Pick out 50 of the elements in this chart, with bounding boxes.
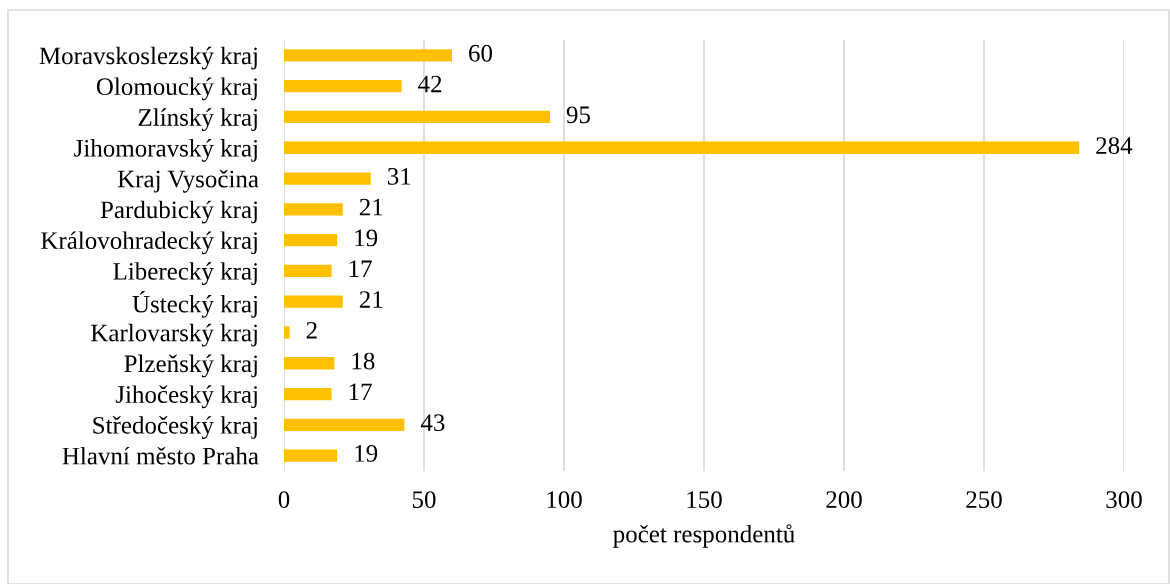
y-tick-label: Hlavní město Praha [62, 446, 259, 465]
bar [284, 357, 335, 370]
data-label: 2 [306, 321, 317, 339]
y-tick-label: Zlínský kraj [138, 108, 257, 132]
bar [284, 110, 550, 124]
y-tick-label: Kraj Vysočina [117, 169, 259, 193]
data-label: 17 [349, 260, 372, 277]
data-label: 42 [418, 75, 442, 93]
bar [284, 80, 402, 93]
bar [284, 449, 338, 462]
x-tick-label: 0 [278, 491, 290, 509]
x-tick-label: 250 [966, 491, 1002, 509]
x-tick-label: 200 [826, 491, 862, 509]
y-tick-label: Pardubický kraj [100, 200, 257, 224]
y-tick-label: Královohradecký kraj [41, 231, 257, 255]
y-tick-label: Ústecký kraj [132, 290, 257, 318]
y-tick-label: Moravskoslezský kraj [39, 46, 257, 70]
x-tick-label: 150 [687, 491, 722, 509]
data-label: 21 [359, 291, 383, 308]
data-label: 21 [359, 198, 383, 216]
y-tick-label: Jihočeský kraj [115, 385, 257, 409]
bar [284, 141, 1080, 154]
data-label: 17 [349, 383, 372, 401]
y-tick-label: Středočeský kraj [93, 416, 257, 439]
y-tick-label: Jihomoravský kraj [74, 139, 257, 162]
data-label: 31 [387, 167, 411, 185]
y-tick-label: Liberecký kraj [113, 262, 257, 285]
x-tick-label: 50 [412, 491, 436, 509]
bar [284, 49, 452, 62]
bar [284, 172, 371, 185]
x-tick-label: 100 [547, 491, 582, 509]
bar [284, 326, 290, 339]
data-label: 284 [1096, 137, 1133, 155]
bar [284, 203, 343, 216]
bar [284, 387, 332, 401]
data-label: 43 [420, 414, 445, 432]
bar [284, 295, 343, 308]
bar [284, 233, 338, 247]
bar [284, 418, 405, 431]
data-label: 18 [352, 352, 375, 370]
x-axis-title: počet respondentů [613, 524, 795, 548]
bar [284, 264, 332, 278]
y-tick-label: Karlovarský kraj [91, 323, 257, 347]
data-label: 19 [355, 445, 378, 462]
data-label: 95 [566, 106, 590, 124]
data-label: 19 [355, 229, 378, 247]
data-label: 60 [469, 44, 493, 62]
y-tick-label: Plzeňský kraj [124, 354, 257, 378]
x-tick-label: 300 [1106, 491, 1142, 509]
y-tick-label: Olomoucký kraj [96, 77, 257, 101]
